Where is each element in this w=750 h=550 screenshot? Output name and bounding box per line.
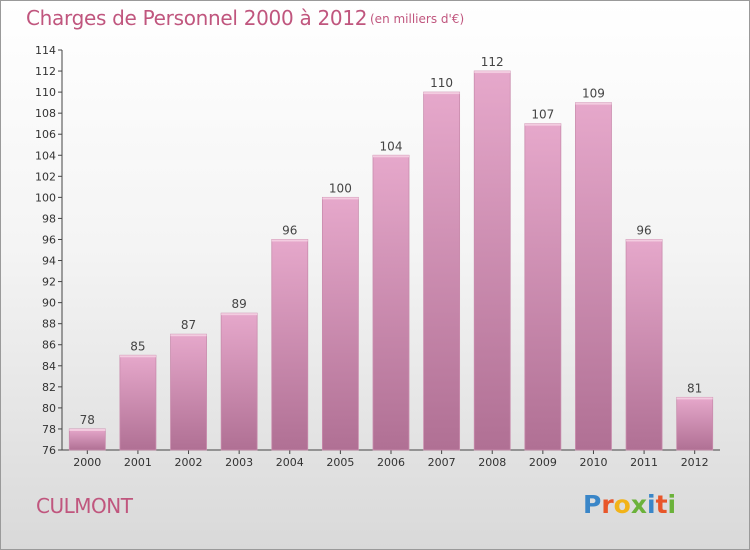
bar [676,396,714,451]
y-tick-label: 102 [35,170,56,183]
bar-highlight [676,397,713,400]
x-tick-label: 2009 [529,456,557,469]
bar [372,154,410,451]
data-label: 107 [531,108,554,122]
x-tick-label: 2011 [630,456,658,469]
chart-unit-subtitle: (en milliers d'€) [370,12,465,26]
data-label: 100 [329,181,352,195]
y-tick-label: 86 [42,339,56,352]
data-label: 104 [380,139,403,153]
y-tick-label: 88 [42,318,56,331]
bar [473,70,511,451]
y-tick-label: 94 [42,255,56,268]
y-tick-label: 82 [42,381,56,394]
bar-highlight [221,313,258,316]
data-label: 85 [130,339,145,353]
bar [575,102,612,451]
x-tick-label: 2002 [175,456,203,469]
chart-title: Charges de Personnel 2000 à 2012 [26,6,368,30]
y-tick-label: 108 [35,107,56,120]
bar-highlight [626,239,663,242]
y-tick-label: 106 [35,128,56,141]
x-tick-label: 2007 [428,456,456,469]
bar [524,123,562,451]
x-tick-label: 2001 [124,456,152,469]
bar [68,428,106,451]
data-label: 109 [582,87,605,101]
logo-letter: o [613,490,631,519]
bar [119,354,157,451]
bar [170,333,207,451]
bar-highlight [119,355,156,358]
data-label: 78 [80,413,95,427]
x-tick-label: 2005 [326,456,354,469]
x-tick-label: 2008 [478,456,506,469]
bar-highlight [575,102,612,105]
proxiti-logo: Proxiti [583,490,676,519]
y-tick-label: 80 [42,402,56,415]
bar [271,239,309,451]
city-name: CULMONT [36,494,133,518]
y-tick-label: 110 [35,86,56,99]
y-tick-label: 92 [42,276,56,289]
logo-letter: x [630,490,647,519]
data-label: 96 [636,223,651,237]
y-tick-label: 98 [42,212,56,225]
x-tick-label: 2012 [681,456,709,469]
bar [321,196,359,451]
bar-highlight [69,428,106,431]
logo-letter: i [647,490,656,519]
data-label: 96 [282,223,297,237]
logo-letter: P [583,490,602,519]
x-tick-label: 2003 [225,456,253,469]
x-tick-label: 2006 [377,456,405,469]
bar-highlight [423,92,460,95]
y-tick-label: 112 [35,65,56,78]
x-tick-label: 2004 [276,456,304,469]
x-tick-label: 2000 [73,456,101,469]
bar [625,239,663,451]
data-label: 112 [481,55,504,69]
bar [220,312,258,451]
y-tick-label: 100 [35,191,56,204]
bar-highlight [170,334,207,337]
y-tick-label: 90 [42,297,56,310]
logo-letter: i [667,490,677,519]
data-label: 110 [430,76,453,90]
y-tick-label: 78 [42,423,56,436]
y-tick-label: 84 [42,360,56,373]
x-tick-label: 2010 [579,456,607,469]
y-tick-label: 76 [42,444,56,457]
y-tick-label: 114 [35,44,56,57]
logo-letter: t [655,490,668,519]
bar-highlight [271,239,308,242]
logo-letter: r [601,490,614,519]
data-label: 89 [232,297,247,311]
data-label: 87 [181,318,196,332]
bar-highlight [322,197,359,200]
data-label: 81 [687,381,702,395]
bar-highlight [474,71,511,74]
bar-highlight [524,123,561,126]
bar [423,91,461,451]
y-tick-label: 96 [42,233,56,246]
bar-highlight [373,155,409,158]
y-tick-label: 104 [35,149,56,162]
